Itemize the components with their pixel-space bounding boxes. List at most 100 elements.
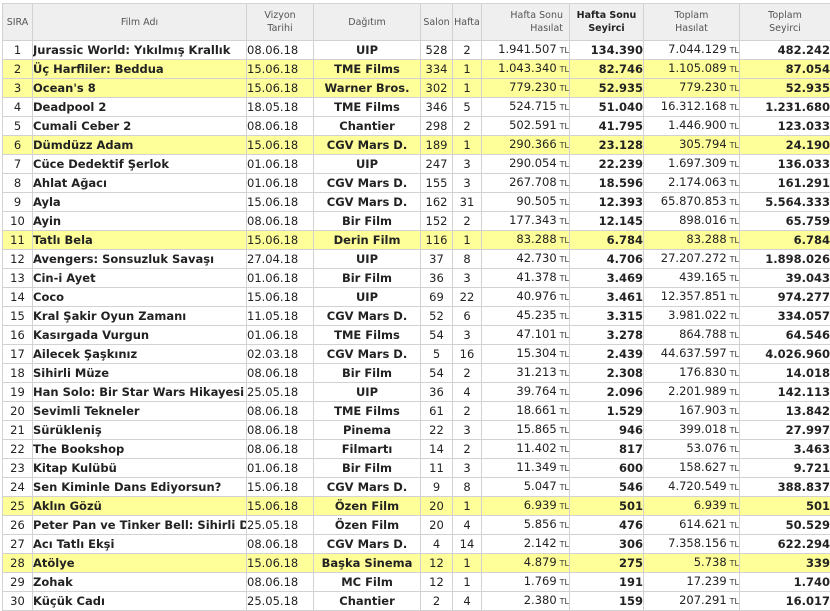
film-title-link[interactable]: Tatlı Bela [33,231,247,250]
week-cell: 3 [453,269,482,288]
currency-label: TL [730,46,739,55]
distributor-link[interactable]: CGV Mars D. [314,136,421,155]
distributor-link[interactable]: Başka Sinema [314,554,421,573]
distributor-link[interactable]: Bir Film [314,269,421,288]
film-title-link[interactable]: Cin-i Ayet [33,269,247,288]
film-title-link[interactable]: Sevimli Tekneler [33,402,247,421]
total-gross-cell-value: 207.291 [679,593,727,607]
total-admissions-cell: 974.277 [740,288,830,307]
distributor-link[interactable]: UIP [314,250,421,269]
distributor-link[interactable]: Pinema [314,421,421,440]
film-title-link[interactable]: Ailecek Şaşkınız [33,345,247,364]
film-title-link[interactable]: Coco [33,288,247,307]
release-date-cell: 08.06.18 [247,364,314,383]
weekend-gross-cell-value: 1.043.340 [498,61,557,75]
distributor-link[interactable]: UIP [314,41,421,60]
distributor-link[interactable]: CGV Mars D. [314,193,421,212]
film-title-link[interactable]: Sen Kiminle Dans Ediyorsun? [33,478,247,497]
distributor-link[interactable]: CGV Mars D. [314,345,421,364]
release-date-cell: 08.06.18 [247,212,314,231]
weekend-gross-cell-value: 779.230 [509,80,557,94]
total-admissions-cell: 64.546 [740,326,830,345]
total-gross-cell-value: 6.939 [694,498,727,512]
film-title-link[interactable]: Ayin [33,212,247,231]
film-title-link[interactable]: Han Solo: Bir Star Wars Hikayesi [33,383,247,402]
week-cell: 1 [453,573,482,592]
distributor-link[interactable]: Derin Film [314,231,421,250]
distributor-link[interactable]: CGV Mars D. [314,478,421,497]
col-header-screens[interactable]: Salon [421,4,453,41]
distributor-link[interactable]: UIP [314,155,421,174]
film-title-link[interactable]: Üç Harfliler: Beddua [33,60,247,79]
film-title-link[interactable]: Sihirli Müze [33,364,247,383]
distributor-link[interactable]: CGV Mars D. [314,174,421,193]
distributor-link[interactable]: Özen Film [314,497,421,516]
distributor-link[interactable]: Bir Film [314,459,421,478]
film-title-link[interactable]: Avengers: Sonsuzluk Savaşı [33,250,247,269]
film-title-link[interactable]: The Bookshop [33,440,247,459]
week-cell: 4 [453,516,482,535]
distributor-link[interactable]: TME Films [314,60,421,79]
distributor-link[interactable]: TME Films [314,326,421,345]
distributor-link[interactable]: Chantier [314,117,421,136]
week-cell: 3 [453,421,482,440]
col-header-rank[interactable]: SIRA [3,4,33,41]
total-gross-cell-value: 439.165 [679,270,727,284]
total-admissions-cell: 142.113 [740,383,830,402]
col-header-film[interactable]: Film Adı [33,4,247,41]
film-title-link[interactable]: Cüce Dedektif Şerlok [33,155,247,174]
film-title-link[interactable]: Ahlat Ağacı [33,174,247,193]
film-title-link[interactable]: Küçük Cadı [33,592,247,611]
screens-cell: 20 [421,497,453,516]
film-title-link[interactable]: Cumali Ceber 2 [33,117,247,136]
rank-cell: 4 [3,98,33,117]
distributor-link[interactable]: Bir Film [314,364,421,383]
film-title-link[interactable]: Ocean's 8 [33,79,247,98]
film-title-link[interactable]: Acı Tatlı Ekşi [33,535,247,554]
col-header-week[interactable]: Hafta [453,4,482,41]
distributor-link[interactable]: Chantier [314,592,421,611]
film-title-link[interactable]: Zohak [33,573,247,592]
screens-cell: 247 [421,155,453,174]
col-header-distributor[interactable]: Dağıtım [314,4,421,41]
film-title-link[interactable]: Sürükleniş [33,421,247,440]
film-title-link[interactable]: Peter Pan ve Tinker Bell: Sihirli Dünya [33,516,247,535]
distributor-link[interactable]: CGV Mars D. [314,307,421,326]
release-date-cell: 01.06.18 [247,459,314,478]
release-date-cell: 27.04.18 [247,250,314,269]
film-title-link[interactable]: Jurassic World: Yıkılmış Krallık [33,41,247,60]
distributor-link[interactable]: UIP [314,383,421,402]
film-title-link[interactable]: Kitap Kulübü [33,459,247,478]
screens-cell: 2 [421,592,453,611]
distributor-link[interactable]: Özen Film [314,516,421,535]
film-title-link[interactable]: Kasırgada Vurgun [33,326,247,345]
release-date-cell: 15.06.18 [247,136,314,155]
distributor-link[interactable]: Warner Bros. [314,79,421,98]
distributor-link[interactable]: TME Films [314,402,421,421]
film-title-link[interactable]: Kral Şakir Oyun Zamanı [33,307,247,326]
distributor-link[interactable]: Bir Film [314,212,421,231]
distributor-link[interactable]: CGV Mars D. [314,535,421,554]
film-title-link[interactable]: Aklın Gözü [33,497,247,516]
distributor-link[interactable]: UIP [314,288,421,307]
film-title-link[interactable]: Ayla [33,193,247,212]
distributor-link[interactable]: MC Film [314,573,421,592]
currency-label: TL [730,464,739,473]
distributor-link[interactable]: Filmartı [314,440,421,459]
film-title-link[interactable]: Dümdüzz Adam [33,136,247,155]
currency-label: TL [730,388,739,397]
currency-label: TL [560,179,569,188]
film-title-link[interactable]: Deadpool 2 [33,98,247,117]
film-title-link[interactable]: Atölye [33,554,247,573]
distributor-link[interactable]: TME Films [314,98,421,117]
